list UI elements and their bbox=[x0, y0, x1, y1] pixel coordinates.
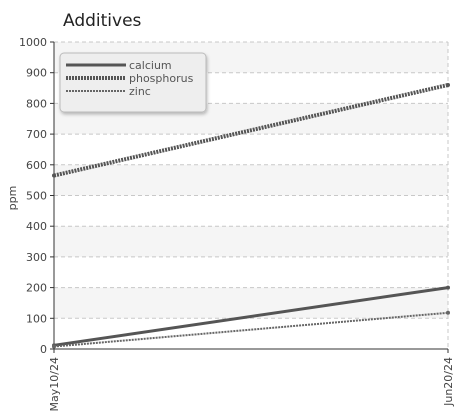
y-tick-label: 800 bbox=[26, 97, 47, 110]
y-tick-label: 400 bbox=[26, 220, 47, 233]
grid-band bbox=[54, 226, 448, 257]
y-tick-label: 300 bbox=[26, 251, 47, 264]
y-tick-label: 600 bbox=[26, 159, 47, 172]
y-tick-label: 700 bbox=[26, 128, 47, 141]
data-point-phosphorus bbox=[52, 173, 56, 178]
y-axis-label: ppm bbox=[6, 186, 19, 211]
y-tick-label: 200 bbox=[26, 282, 47, 295]
data-point-phosphorus bbox=[446, 82, 450, 87]
legend-label: zinc bbox=[129, 85, 151, 98]
grid-band bbox=[54, 287, 448, 319]
x-tick-label: Jun20/24 bbox=[442, 357, 455, 407]
data-point-zinc bbox=[446, 310, 450, 315]
x-tick-label: May10/24 bbox=[48, 357, 61, 411]
legend-box bbox=[59, 52, 207, 113]
y-tick-label: 500 bbox=[26, 190, 47, 203]
series-line-phosphorus bbox=[53, 83, 449, 178]
y-tick-label: 900 bbox=[26, 67, 47, 80]
y-tick-label: 100 bbox=[26, 312, 47, 325]
y-tick-label: 0 bbox=[40, 343, 47, 356]
series-line-calcium bbox=[53, 286, 449, 347]
data-point-calcium bbox=[446, 285, 450, 290]
grid-band bbox=[54, 164, 448, 196]
y-tick-label: 1000 bbox=[19, 36, 47, 49]
data-point-zinc bbox=[52, 344, 56, 349]
legend-label: calcium bbox=[129, 59, 172, 72]
chart-title: Additives bbox=[63, 11, 142, 31]
legend-label: phosphorus bbox=[129, 72, 194, 85]
